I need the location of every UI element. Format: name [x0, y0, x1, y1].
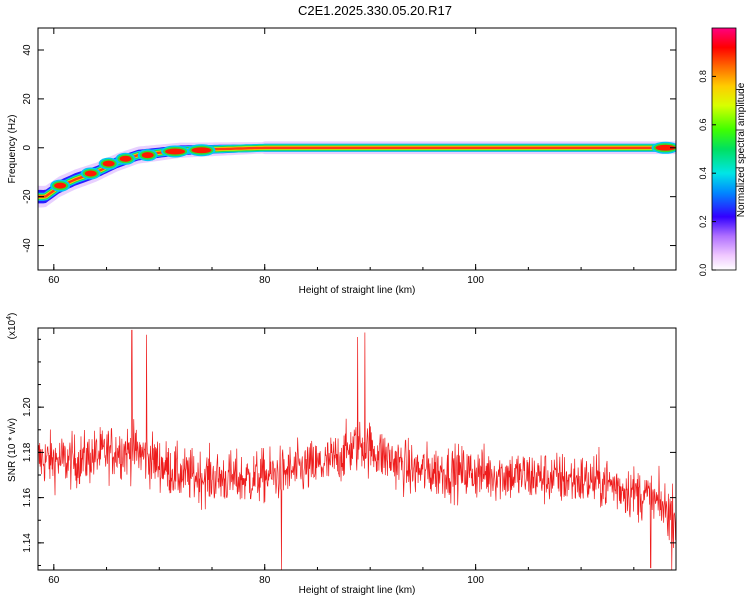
snr-xtick-label: 80	[259, 575, 271, 586]
spectrogram-ytick-label: 0	[22, 145, 33, 151]
ridge-peak	[84, 170, 97, 177]
colorbar-axes: 0.0 0.2 0.4 0.6 0.8	[698, 70, 716, 276]
spectrogram-xtick-label: 60	[48, 275, 60, 286]
spectrogram-xtick-label: 80	[259, 275, 271, 286]
spectrogram-ytick-label: -20	[22, 189, 33, 204]
colorbar-gradient	[712, 28, 736, 270]
spectrogram-ytick-label: -40	[22, 238, 33, 253]
ridge-peak	[141, 152, 154, 159]
colorbar-tick-label: 0.0	[698, 264, 708, 277]
spectrogram-axes: 60 80 100 -40 -20 0 20 40	[22, 28, 676, 286]
spectrogram-ylabel: Frequency (Hz)	[7, 115, 18, 184]
colorbar-label: Normalized spectral amplitude	[736, 82, 747, 217]
snr-xlabel: Height of straight line (km)	[299, 585, 416, 596]
spectrogram-frame	[37, 27, 677, 271]
ridge-peak	[54, 182, 67, 189]
ridge-peak	[655, 144, 676, 151]
snr-marks	[38, 329, 676, 570]
snr-panel: 60 80 100 1.14 1.16 1.18 1.20 Height of straig…	[6, 313, 677, 596]
snr-xtick-label: 60	[48, 575, 60, 586]
spectrogram-panel: 60 80 100 -40 -20 0 20 40 Height of straight li…	[7, 27, 677, 296]
snr-ylabel: SNR (10 * v/v)	[7, 418, 18, 482]
colorbar-frame	[711, 27, 737, 271]
snr-xtick-label: 100	[467, 575, 484, 586]
ridge-peak	[102, 160, 115, 167]
colorbar-tick-label: 0.4	[698, 167, 708, 180]
spectrogram-marks	[38, 141, 676, 208]
colorbar-tick-label: 0.6	[698, 119, 708, 132]
spectrogram-ytick-label: 40	[22, 44, 33, 56]
snr-ytick-label: 1.18	[22, 442, 33, 462]
snr-ytick-label: 1.16	[22, 487, 33, 507]
snr-ytick-label: 1.14	[22, 533, 33, 553]
spectrogram-xlabel: Height of straight line (km)	[299, 285, 416, 296]
figure-title: C2E1.2025.330.05.20.R17	[298, 3, 452, 18]
spectrogram-ytick-label: 20	[22, 93, 33, 105]
spectrogram-xtick-label: 100	[467, 275, 484, 286]
snr-axes: 60 80 100 1.14 1.16 1.18 1.20	[22, 328, 676, 586]
ridge-peak	[191, 147, 212, 154]
snr-ytick-label: 1.20	[22, 397, 33, 417]
ridge-peak	[165, 148, 186, 155]
snr-scale-note: (x104)	[6, 313, 18, 340]
snr-series-line	[38, 329, 676, 570]
ridge-band-yellow	[38, 145, 676, 199]
colorbar: 0.0 0.2 0.4 0.6 0.8 Normalized spectral ampl…	[698, 27, 747, 276]
colorbar-tick-label: 0.2	[698, 215, 708, 228]
ridge-peak	[119, 155, 132, 162]
colorbar-tick-label: 0.8	[698, 70, 708, 83]
snr-frame	[37, 327, 677, 571]
